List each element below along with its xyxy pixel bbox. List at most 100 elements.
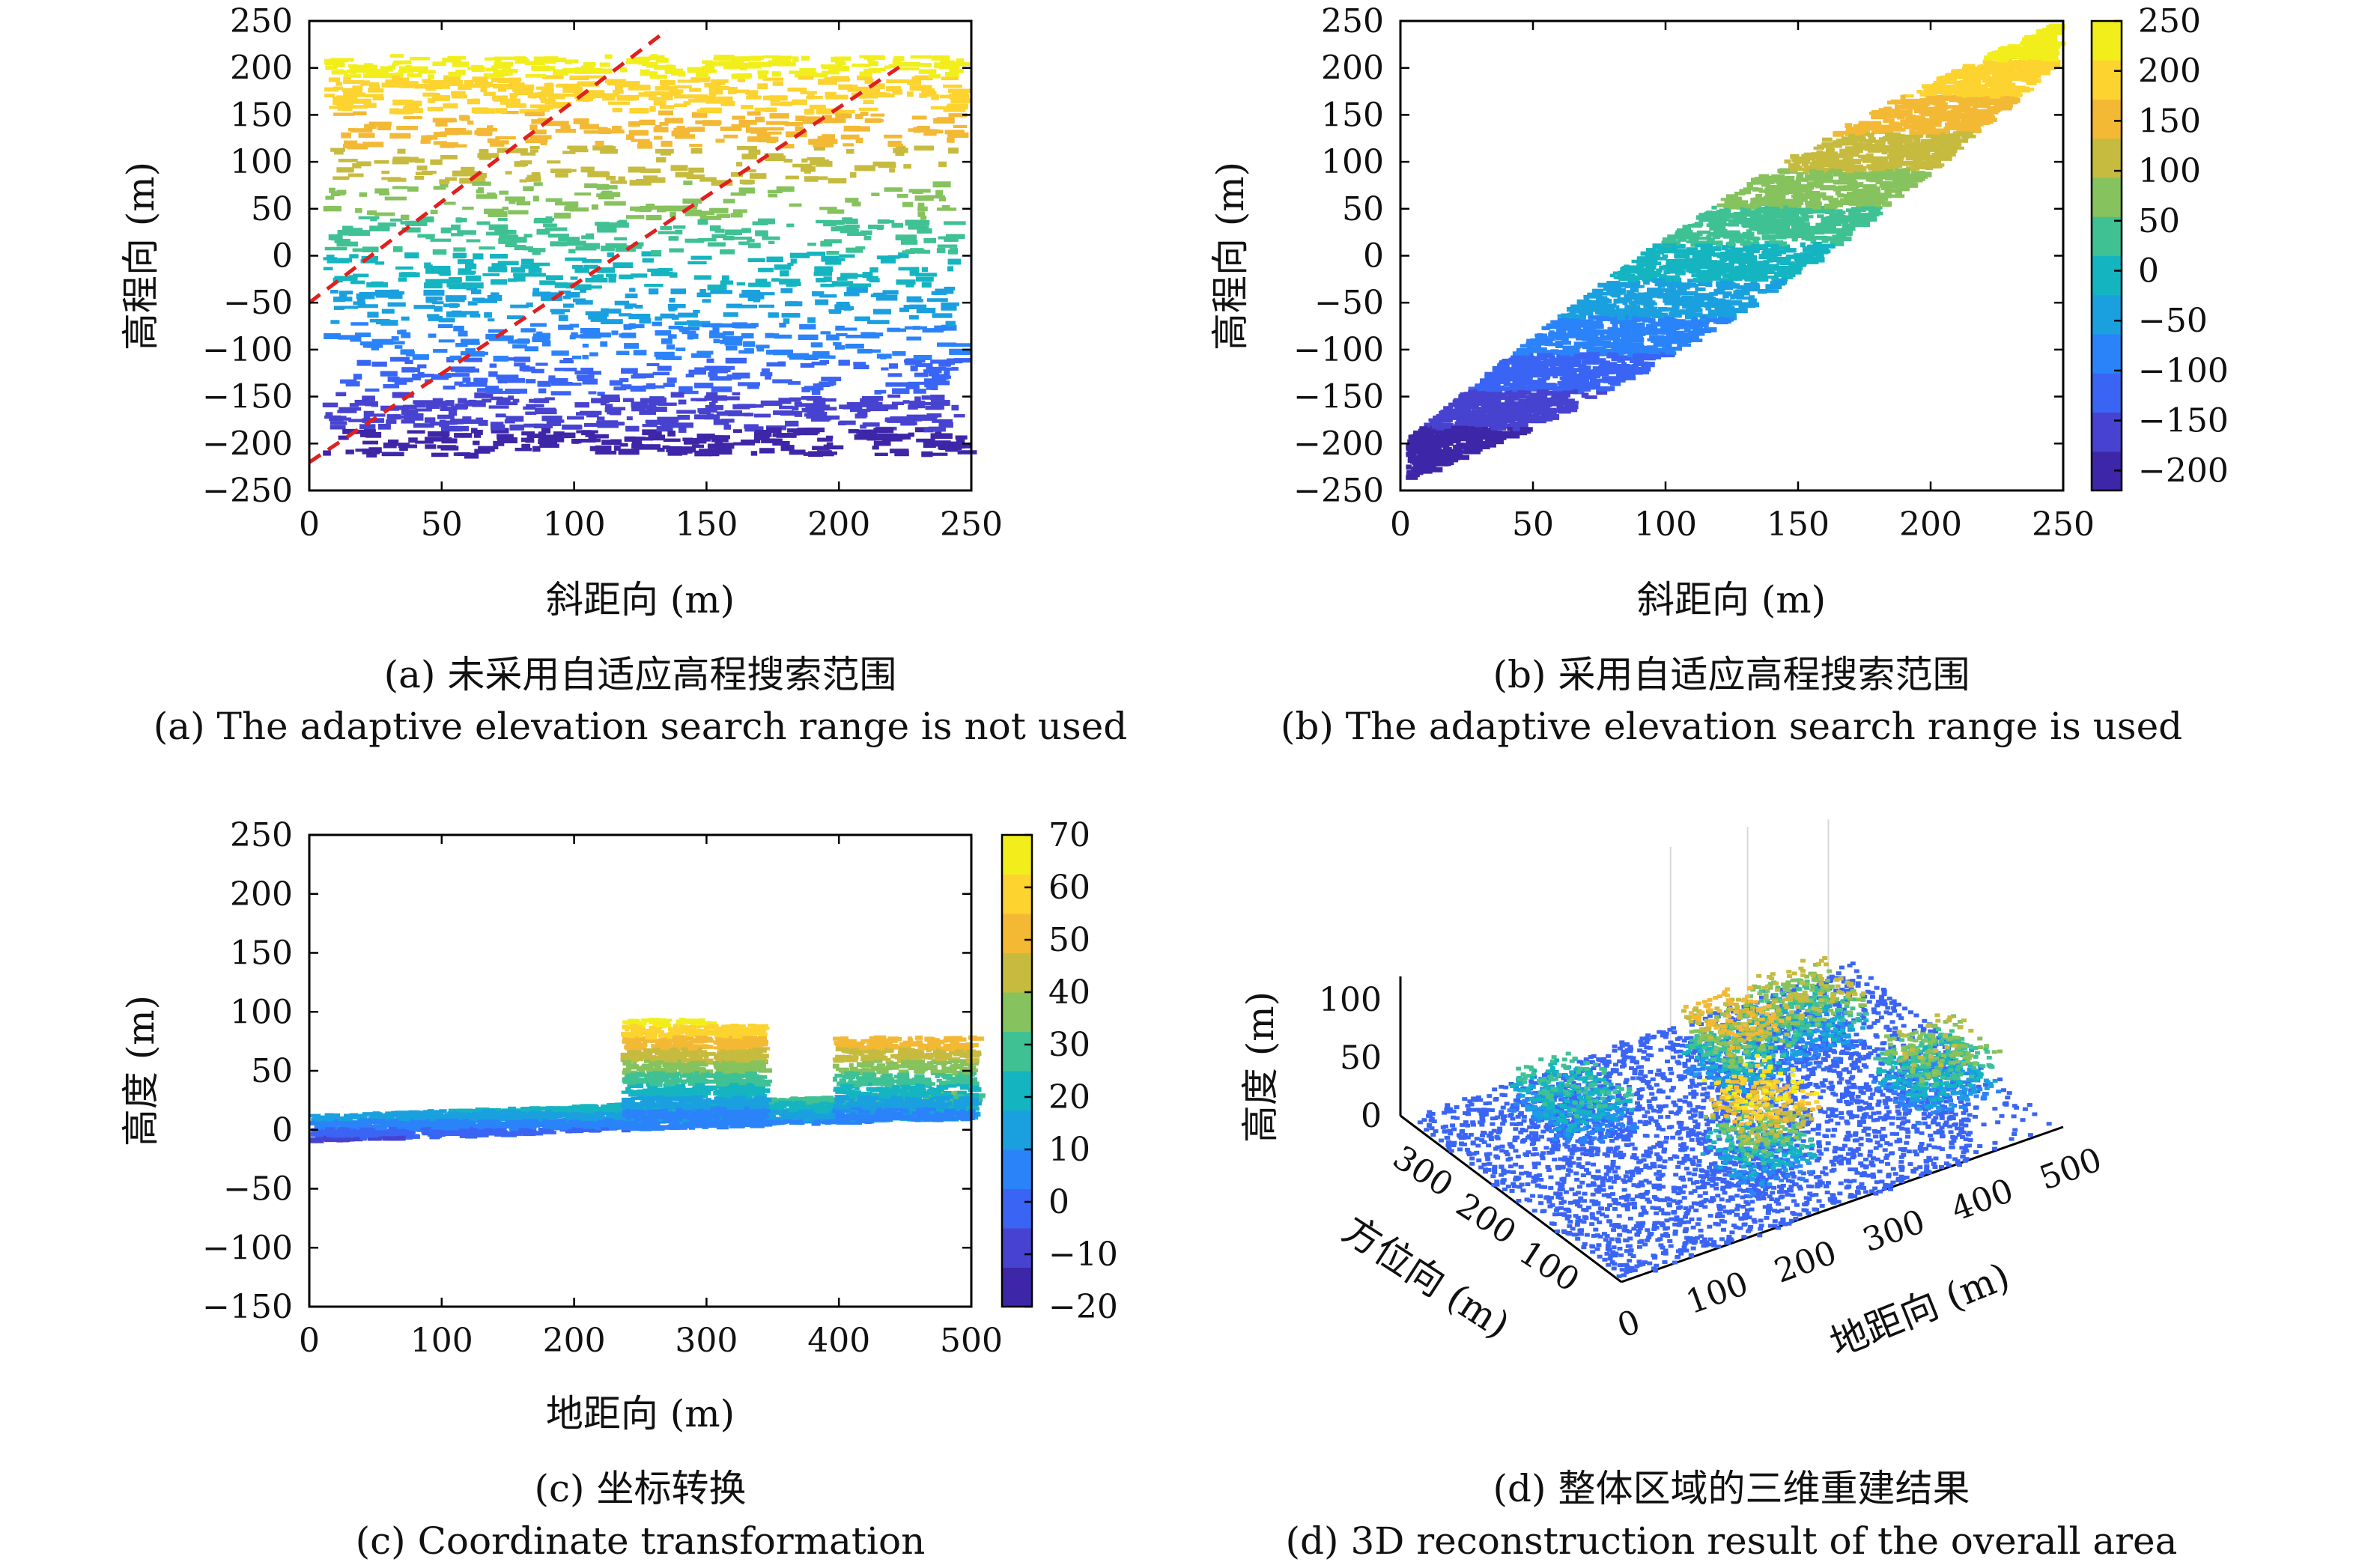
panel-a-point [405,65,412,69]
panel-a-point [449,303,458,309]
panel-a-point [687,320,711,327]
panel-a-point [514,161,526,167]
panel-a-point [931,94,939,100]
panel-a-point [467,121,474,125]
panel-a-point [853,362,866,365]
panel-b-point [1895,109,1906,115]
panel-a-point [581,430,592,436]
panel-a-point [711,449,732,455]
panel-a-point [947,258,961,265]
panel-a-point [619,219,627,226]
panel-a-point [400,214,410,220]
panel-a-point [637,141,652,145]
panel-a-point [545,121,562,127]
panel-a-point [811,73,828,78]
panel-b-point [1852,166,1864,172]
panel-a-point [799,431,818,436]
panel-b-point [1817,214,1824,219]
panel-a-point [401,367,415,373]
panel-a-point [931,385,938,391]
panel-a-point [913,127,920,133]
panel-a-point [526,434,541,439]
panel-a-point [699,410,711,415]
panel-a-point [353,301,366,306]
panel-a-point [795,115,806,122]
panel-a-point [726,303,742,309]
panel-a-point [778,398,801,402]
panel-a-point [532,446,541,452]
panel-a-point [519,179,527,183]
panel-a-point [585,311,601,316]
panel-a-point [672,422,693,428]
panel-a-point [878,162,896,168]
panel-a-point [639,56,650,62]
panel-a-point [619,333,628,338]
panel-b-point [1894,104,1901,109]
panel-a-point [497,377,508,383]
panel-a-point [697,219,708,225]
panel-a-point [552,102,572,107]
panel-a-point [690,77,701,82]
panel-a-point [613,262,634,269]
panel-a-point [758,267,774,273]
panel-b-point [1528,349,1540,353]
panel-a-point [356,161,371,167]
panel-a-point [815,299,829,306]
panel-a-point [687,261,707,265]
panel-a-caption-en: (a) The adaptive elevation search range … [154,705,1127,748]
panel-a-point [374,289,391,294]
panel-a-point [395,405,409,410]
panel-a-point [488,405,509,409]
panel-a-point [684,213,707,216]
panel-a-point [540,99,556,103]
panel-a-point [337,230,353,236]
panel-a-point [380,371,398,377]
panel-a-point [605,273,617,278]
panel-a-point [885,382,908,387]
panel-b-point [1816,150,1824,154]
panel-a-point [401,272,416,278]
panel-a-point [825,94,848,100]
panel-a-point [807,317,816,323]
panel-a-point [588,391,597,395]
panel-a-point [475,80,488,86]
panel-a-point [597,392,605,396]
panel-a-point [653,64,676,70]
panel-a-point [872,446,879,450]
panel-b-point [1883,106,1892,110]
panel-a-point [512,87,534,92]
panel-a-point [499,190,509,195]
panel-b-point [1824,208,1833,215]
panel-b-point [1648,249,1664,255]
panel-b-point [1509,421,1519,426]
panel-a-point [450,405,467,410]
panel-a-point [941,204,950,211]
panel-a-point [911,115,927,120]
panel-a-point [693,275,711,280]
panel-a-point [754,431,772,437]
panel-b-point [1498,380,1511,384]
panel-a-dashed-line [308,61,906,464]
panel-b-point [1750,242,1760,246]
panel-a-point [691,201,698,207]
panel-a-point [804,386,824,391]
panel-a-point [423,289,445,296]
panel-a-point [425,268,438,274]
panel-a-point [755,116,765,123]
panel-a-point [756,344,770,349]
panel-a-point [857,76,872,81]
panel-a-point [473,377,488,383]
panel-a-point [612,107,623,113]
panel-a-point [392,62,400,66]
panel-a-point [369,225,390,231]
panel-a-point [331,235,342,241]
panel-a-point [707,443,718,449]
panel-b-point [1645,309,1663,313]
panel-a-point [514,447,532,452]
panel-a-point [712,327,720,333]
panel-a-point [928,371,940,377]
panel-a-point [895,435,905,440]
panel-a-point [477,388,497,392]
panel-a-point [338,291,353,295]
panel-a-point [392,100,413,106]
